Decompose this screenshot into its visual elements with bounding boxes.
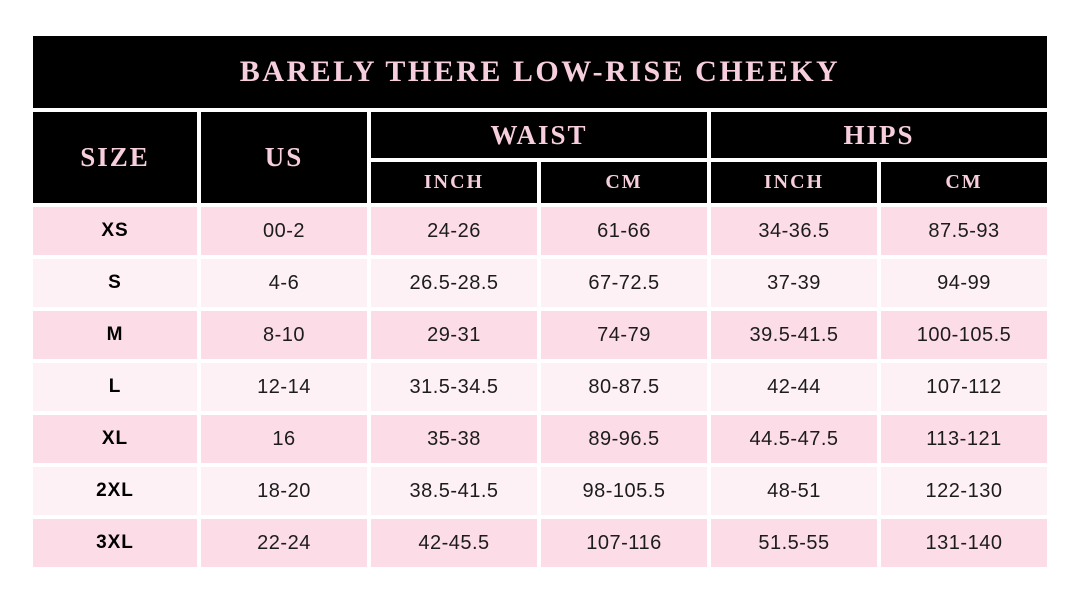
cell-size-xl: XL <box>33 415 197 463</box>
cell-us: 8-10 <box>201 311 367 359</box>
cell-waist-inch: 24-26 <box>371 207 537 255</box>
cell-hips-inch: 44.5-47.5 <box>711 415 877 463</box>
cell-waist-inch: 42-45.5 <box>371 519 537 567</box>
cell-hips-inch: 39.5-41.5 <box>711 311 877 359</box>
cell-us: 4-6 <box>201 259 367 307</box>
cell-waist-inch: 35-38 <box>371 415 537 463</box>
cell-size-3xl: 3XL <box>33 519 197 567</box>
cell-waist-cm: 67-72.5 <box>541 259 707 307</box>
header-hips-inch: INCH <box>711 162 877 203</box>
cell-size-2xl: 2XL <box>33 467 197 515</box>
cell-waist-inch: 31.5-34.5 <box>371 363 537 411</box>
cell-waist-cm: 61-66 <box>541 207 707 255</box>
cell-waist-cm: 107-116 <box>541 519 707 567</box>
cell-waist-cm: 74-79 <box>541 311 707 359</box>
cell-waist-inch: 29-31 <box>371 311 537 359</box>
cell-hips-inch: 48-51 <box>711 467 877 515</box>
cell-hips-cm: 131-140 <box>881 519 1047 567</box>
cell-hips-inch: 51.5-55 <box>711 519 877 567</box>
cell-hips-cm: 122-130 <box>881 467 1047 515</box>
header-us: US <box>201 112 367 203</box>
chart-title: BARELY THERE LOW-RISE CHEEKY <box>33 36 1047 108</box>
cell-hips-cm: 94-99 <box>881 259 1047 307</box>
cell-size-l: L <box>33 363 197 411</box>
header-waist-inch: INCH <box>371 162 537 203</box>
cell-us: 22-24 <box>201 519 367 567</box>
cell-size-xs: XS <box>33 207 197 255</box>
cell-us: 18-20 <box>201 467 367 515</box>
size-chart-table: BARELY THERE LOW-RISE CHEEKY SIZE US WAI… <box>33 36 1047 567</box>
header-hips: HIPS <box>711 112 1047 158</box>
header-size: SIZE <box>33 112 197 203</box>
header-hips-cm: CM <box>881 162 1047 203</box>
cell-us: 12-14 <box>201 363 367 411</box>
cell-hips-cm: 113-121 <box>881 415 1047 463</box>
cell-waist-cm: 98-105.5 <box>541 467 707 515</box>
cell-waist-inch: 26.5-28.5 <box>371 259 537 307</box>
cell-waist-cm: 89-96.5 <box>541 415 707 463</box>
cell-hips-cm: 87.5-93 <box>881 207 1047 255</box>
cell-hips-inch: 34-36.5 <box>711 207 877 255</box>
cell-size-s: S <box>33 259 197 307</box>
cell-waist-inch: 38.5-41.5 <box>371 467 537 515</box>
cell-waist-cm: 80-87.5 <box>541 363 707 411</box>
header-waist: WAIST <box>371 112 707 158</box>
cell-us: 16 <box>201 415 367 463</box>
cell-us: 00-2 <box>201 207 367 255</box>
cell-hips-cm: 100-105.5 <box>881 311 1047 359</box>
header-waist-cm: CM <box>541 162 707 203</box>
cell-hips-inch: 37-39 <box>711 259 877 307</box>
cell-hips-inch: 42-44 <box>711 363 877 411</box>
cell-hips-cm: 107-112 <box>881 363 1047 411</box>
cell-size-m: M <box>33 311 197 359</box>
